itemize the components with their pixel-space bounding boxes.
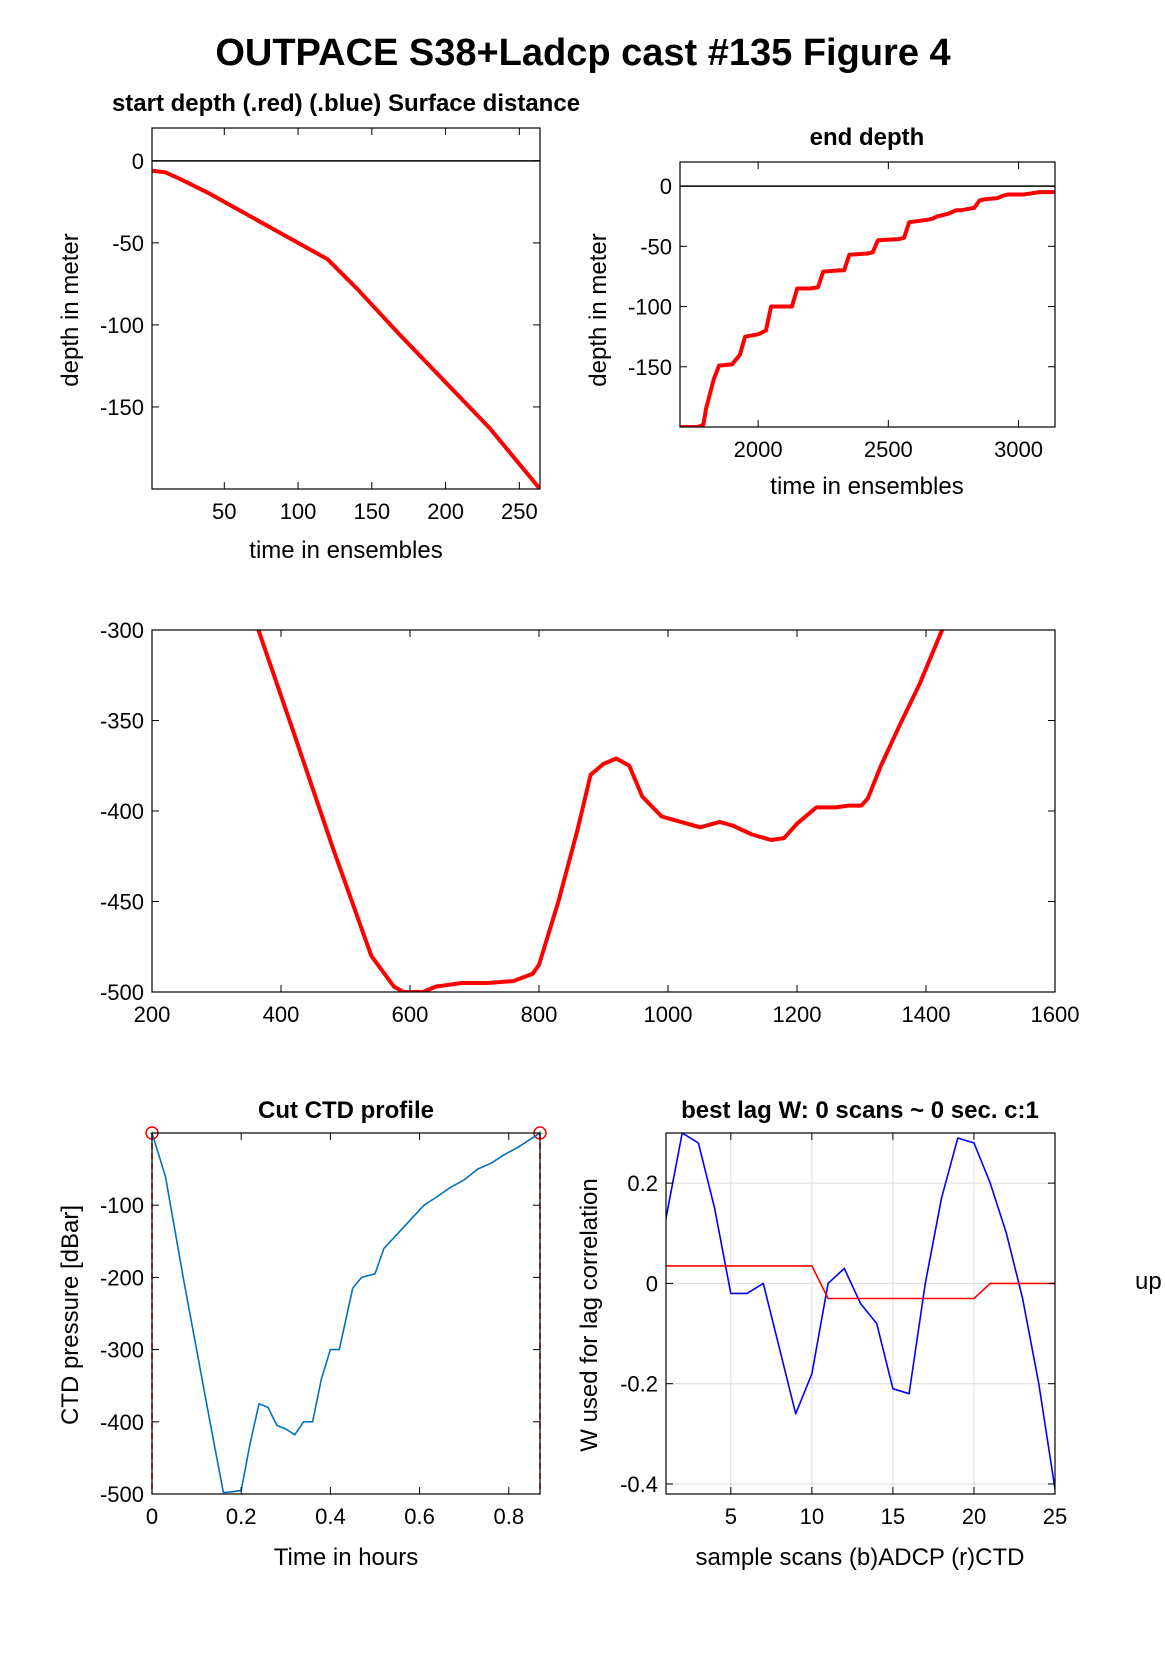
x-tick-label: 20	[962, 1504, 986, 1529]
x-tick-label: 15	[881, 1504, 905, 1529]
axes-box	[151, 127, 541, 490]
x-tick-label: 200	[427, 499, 464, 524]
y-tick-label: -100	[628, 295, 672, 320]
y-tick-label: 0	[646, 1271, 658, 1296]
x-axis-label: time in ensembles	[770, 473, 963, 500]
x-tick-label: 1000	[644, 1002, 693, 1027]
x-tick-label: 5	[725, 1504, 737, 1529]
x-tick-label: 3000	[994, 437, 1043, 462]
x-tick-label: 800	[521, 1002, 558, 1027]
x-tick-label: 1400	[902, 1002, 951, 1027]
chart-cut-ctd-profile: Cut CTD profile Time in hours CTD pressu…	[57, 1097, 547, 1571]
x-axis-label: time in ensembles	[249, 537, 442, 564]
x-tick-label: 0.6	[404, 1504, 435, 1529]
x-tick-label: 0.4	[315, 1504, 346, 1529]
x-tick-label: 0	[146, 1504, 158, 1529]
y-tick-label: -150	[628, 355, 672, 380]
series-line-0	[256, 630, 945, 992]
x-tick-label: 150	[353, 499, 390, 524]
y-tick-label: -500	[100, 980, 144, 1005]
x-tick-label: 400	[263, 1002, 300, 1027]
y-tick-label: -100	[100, 1193, 144, 1218]
x-tick-label: 50	[212, 499, 236, 524]
x-tick-label: 100	[280, 499, 317, 524]
series-line-0	[680, 190, 1055, 427]
y-tick-label: -200	[100, 1265, 144, 1290]
side-label: up	[1135, 1268, 1162, 1295]
y-tick-label: -300	[100, 618, 144, 643]
y-tick-label: -100	[100, 313, 144, 338]
y-tick-label: -150	[100, 395, 144, 420]
x-tick-label: 1600	[1031, 1002, 1080, 1027]
y-tick-label: -50	[112, 231, 144, 256]
y-tick-label: -450	[100, 890, 144, 915]
y-tick-label: 0	[660, 174, 672, 199]
x-tick-label: 600	[392, 1002, 429, 1027]
series-line-1	[666, 1265, 1055, 1300]
axes-box	[679, 161, 1056, 428]
chart-best-lag: best lag W: 0 scans ~ 0 sec. c:1 sample …	[576, 1097, 1067, 1571]
chart-end-depth: end depth time in ensembles depth in met…	[585, 124, 1056, 500]
x-tick-label: 200	[134, 1002, 171, 1027]
x-tick-label: 10	[800, 1504, 824, 1529]
y-tick-label: -400	[100, 1410, 144, 1435]
chart-title: Cut CTD profile	[258, 1097, 434, 1124]
y-axis-label: CTD pressure [dBar]	[57, 1205, 84, 1425]
chart-start-depth: start depth (.red) (.blue) Surface dista…	[57, 90, 580, 564]
y-tick-label: -300	[100, 1338, 144, 1363]
y-tick-label: -50	[640, 234, 672, 259]
chart-middle: 200 400 600 800 1000 1200 1400 1600 -300 -350 -400…	[100, 618, 1080, 1027]
x-tick-label: 0.8	[493, 1504, 524, 1529]
x-axis-label: Time in hours	[274, 1544, 419, 1571]
y-tick-label: -400	[100, 799, 144, 824]
x-tick-label: 2000	[734, 437, 783, 462]
x-axis-label: sample scans (b)ADCP (r)CTD	[696, 1544, 1025, 1571]
y-tick-label: -350	[100, 709, 144, 734]
y-tick-label: 0.2	[627, 1171, 658, 1196]
y-tick-label: 0	[132, 149, 144, 174]
y-tick-label: -500	[100, 1482, 144, 1507]
axes-box	[665, 1132, 1056, 1495]
figure-title: OUTPACE S38+Ladcp cast #135 Figure 4	[215, 32, 950, 74]
x-tick-label: 1200	[773, 1002, 822, 1027]
chart-title: end depth	[810, 124, 925, 151]
x-tick-label: 0.2	[226, 1504, 257, 1529]
y-tick-label: -0.4	[620, 1472, 658, 1497]
series-line-0	[152, 168, 540, 489]
x-tick-label: 25	[1043, 1504, 1067, 1529]
y-axis-label: depth in meter	[57, 233, 84, 386]
chart-title: best lag W: 0 scans ~ 0 sec. c:1	[681, 1097, 1039, 1124]
chart-title: start depth (.red) (.blue) Surface dista…	[112, 90, 580, 117]
x-tick-label: 2500	[864, 437, 913, 462]
series-line-0	[666, 1133, 1055, 1490]
y-axis-label: depth in meter	[585, 233, 612, 386]
axes-box	[151, 1132, 541, 1495]
y-axis-label: W used for lag correlation	[576, 1178, 603, 1451]
series-line-0	[152, 1133, 540, 1494]
y-tick-label: -0.2	[620, 1372, 658, 1397]
x-tick-label: 250	[501, 499, 538, 524]
